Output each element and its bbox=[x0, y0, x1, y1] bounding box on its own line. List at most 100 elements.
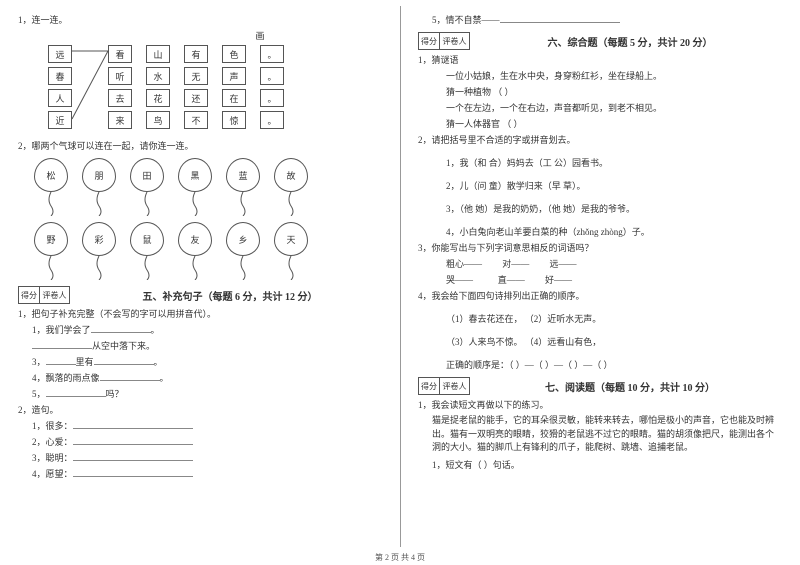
text: 5， bbox=[32, 389, 46, 399]
grid-row: 看 山 有 色 。 bbox=[108, 45, 298, 63]
blank bbox=[73, 436, 193, 445]
balloon-char: 田 bbox=[130, 158, 164, 192]
s6-q2-item: 3，（他 她）是我的奶奶，（他 她）是我的爷爷。 bbox=[446, 202, 782, 215]
char-grid: 画 远 春 人 近 看 山 有 色 。 听 水 无 bbox=[48, 29, 382, 133]
balloon-row-bottom: 野 彩 鼠 友 乡 天 bbox=[34, 222, 382, 280]
section5-title: 五、补充句子（每题 6 分，共计 12 分） bbox=[78, 288, 382, 303]
pair: 粗心—— bbox=[446, 259, 482, 269]
blank bbox=[46, 356, 76, 365]
balloon: 鼠 bbox=[130, 222, 164, 280]
char-box: 无 bbox=[184, 67, 208, 85]
blank bbox=[73, 420, 193, 429]
text: 3，聪明： bbox=[32, 453, 73, 463]
q2-label: 2，哪两个气球可以连在一起，请你连一连。 bbox=[18, 139, 382, 152]
score-cell: 得分 bbox=[18, 286, 40, 304]
text: 5，情不自禁—— bbox=[432, 15, 500, 25]
text: 4，愿望： bbox=[32, 469, 73, 479]
right-grid: 看 山 有 色 。 听 水 无 声 。 去 花 还 在 bbox=[108, 45, 298, 133]
scorebox-section6: 得分 评卷人 六、综合题（每题 5 分，共计 20 分） bbox=[418, 32, 782, 50]
text: 4，飘落的雨点像 bbox=[32, 373, 100, 383]
s5-q2-item: 1，很多： bbox=[32, 419, 382, 432]
balloon-char: 蓝 bbox=[226, 158, 260, 192]
s6-q2: 2，请把括号里不合适的字或拼音划去。 bbox=[418, 133, 782, 146]
s6-line: 一个在左边，一个在右边，声音都听见，到老不相见。 bbox=[446, 101, 782, 114]
text: 1，很多： bbox=[32, 421, 73, 431]
blank bbox=[73, 468, 193, 477]
char-box: 惊 bbox=[222, 111, 246, 129]
s6-line: 猜一人体器官 （ ） bbox=[446, 117, 782, 130]
balloon-char: 鼠 bbox=[130, 222, 164, 256]
s6-q3: 3，你能写出与下列字词意思相反的词语吗？ bbox=[418, 241, 782, 254]
pair: 远—— bbox=[550, 259, 577, 269]
balloon: 田 bbox=[130, 158, 164, 216]
balloon: 乡 bbox=[226, 222, 260, 280]
char-box: 色 bbox=[222, 45, 246, 63]
s5-item: 3，里有。 bbox=[32, 355, 382, 368]
char-box: 去 bbox=[108, 89, 132, 107]
balloon: 彩 bbox=[82, 222, 116, 280]
left-stack: 远 春 人 近 bbox=[48, 45, 72, 133]
text: 里有 bbox=[76, 357, 94, 367]
page-footer: 第 2 页 共 4 页 bbox=[0, 552, 800, 563]
s6-q3-row: 哭—— 直—— 好—— bbox=[446, 273, 782, 286]
balloon: 松 bbox=[34, 158, 68, 216]
s6-line: 一位小姑娘，生在水中央，身穿粉红衫，坐在绿船上。 bbox=[446, 69, 782, 82]
char-box: 有 bbox=[184, 45, 208, 63]
balloon: 黑 bbox=[178, 158, 212, 216]
scorebox-section5: 得分 评卷人 五、补充句子（每题 6 分，共计 12 分） bbox=[18, 286, 382, 304]
balloon: 友 bbox=[178, 222, 212, 280]
s5-item: 5，吗？ bbox=[32, 387, 382, 400]
blank bbox=[91, 324, 151, 333]
char-box: 还 bbox=[184, 89, 208, 107]
balloon: 故 bbox=[274, 158, 308, 216]
char-box: 不 bbox=[184, 111, 208, 129]
balloon: 朋 bbox=[82, 158, 116, 216]
char-box: 鸟 bbox=[146, 111, 170, 129]
text: 2，心爱： bbox=[32, 437, 73, 447]
char-box: 。 bbox=[260, 67, 284, 85]
left-box: 远 bbox=[48, 45, 72, 63]
balloon-char: 故 bbox=[274, 158, 308, 192]
left-box: 人 bbox=[48, 89, 72, 107]
left-box: 近 bbox=[48, 111, 72, 129]
s6-q4-ans: 正确的顺序是：（ ）—（ ）—（ ）—（ ） bbox=[446, 358, 782, 371]
s5-item: 从空中落下来。 bbox=[32, 339, 382, 352]
balloon-char: 彩 bbox=[82, 222, 116, 256]
s7-q1: 1，我会读短文再做以下的练习。 bbox=[418, 398, 782, 411]
grid-top-label: 画 bbox=[138, 29, 382, 42]
blank bbox=[94, 356, 154, 365]
s6-line: 猜一种植物 （ ） bbox=[446, 85, 782, 98]
s5-q2-item: 3，聪明： bbox=[32, 451, 382, 464]
s7-text: 猫是捉老鼠的能手，它的耳朵很灵敏，能转来转去，哪怕是极小的声音，它也能及时辨出。… bbox=[432, 414, 782, 455]
s6-q1: 1，猜谜语 bbox=[418, 53, 782, 66]
score-cell: 得分 bbox=[418, 377, 440, 395]
s6-q4-item: （1）春去花还在， （2）近听水无声。 bbox=[446, 312, 782, 325]
pair: 对—— bbox=[502, 259, 529, 269]
s5-q1: 1，把句子补充完整（不会写的字可以用拼音代）。 bbox=[18, 307, 382, 320]
s5-q2: 2，造句。 bbox=[18, 403, 382, 416]
grid-row: 去 花 还 在 。 bbox=[108, 89, 298, 107]
balloon-char: 松 bbox=[34, 158, 68, 192]
balloon-char: 乡 bbox=[226, 222, 260, 256]
score-cell: 得分 bbox=[418, 32, 440, 50]
right-column: 5，情不自禁—— 得分 评卷人 六、综合题（每题 5 分，共计 20 分） 1，… bbox=[400, 0, 800, 565]
blank bbox=[500, 14, 620, 23]
char-box: 来 bbox=[108, 111, 132, 129]
s7-sub1: 1，短文有（ ）句话。 bbox=[432, 458, 782, 471]
pair: 好—— bbox=[545, 275, 572, 285]
balloon-char: 野 bbox=[34, 222, 68, 256]
char-box: 听 bbox=[108, 67, 132, 85]
grid-row: 来 鸟 不 惊 。 bbox=[108, 111, 298, 129]
blank bbox=[100, 372, 160, 381]
s6-q4: 4，我会给下面四句诗排列出正确的顺序。 bbox=[418, 289, 782, 302]
blank bbox=[73, 452, 193, 461]
s5-item: 4，飘落的雨点像。 bbox=[32, 371, 382, 384]
char-box: 。 bbox=[260, 89, 284, 107]
reviewer-cell: 评卷人 bbox=[440, 377, 470, 395]
balloon: 天 bbox=[274, 222, 308, 280]
s6-q4-item: （3）人来鸟不惊。 （4）远看山有色， bbox=[446, 335, 782, 348]
char-box: 。 bbox=[260, 111, 284, 129]
text: 3， bbox=[32, 357, 46, 367]
q1-label: 1，连一连。 bbox=[18, 13, 382, 26]
blank bbox=[32, 340, 92, 349]
